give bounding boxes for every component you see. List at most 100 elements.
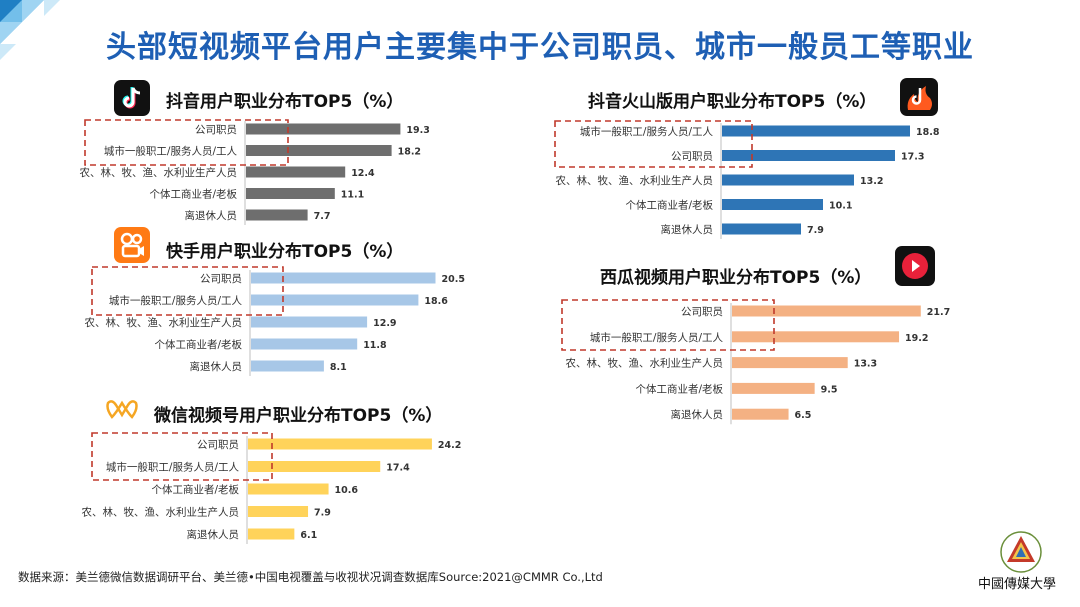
category-label: 个体工商业者/老板: [625, 199, 713, 212]
category-label: 城市一般职工/服务人员/工人: [104, 145, 238, 158]
value-label: 19.2: [905, 333, 928, 344]
category-label: 城市一般职工/服务人员/工人: [580, 125, 714, 138]
category-label: 离退休人员: [190, 360, 243, 373]
value-label: 20.5: [442, 274, 465, 285]
chart-panel-xigua: 西瓜视频用户职业分布TOP5（%） 公司职员 21.7 城市一般职工/服务人员/工人…: [540, 246, 1080, 426]
highlight-box: [554, 120, 753, 168]
bar: [251, 316, 368, 328]
value-label: 6.5: [795, 410, 812, 421]
bar: [248, 506, 309, 517]
value-label: 9.5: [821, 384, 838, 395]
weixin-channels-icon: [104, 393, 140, 429]
highlight-box: [91, 432, 273, 481]
chart-title: 微信视频号用户职业分布TOP5（%）: [154, 406, 443, 426]
chart-title: 抖音火山版用户职业分布TOP5（%）: [588, 92, 877, 112]
bar: [248, 438, 432, 450]
bar: [722, 125, 910, 137]
category-label: 农、林、牧、渔、水利业生产人员: [80, 166, 238, 179]
category-label: 城市一般职工/服务人员/工人: [109, 294, 243, 307]
bar: [732, 408, 789, 420]
chart-xigua: 公司职员 21.7 城市一般职工/服务人员/工人 19.2 农、林、牧、渔、水利业生产人…: [561, 299, 950, 425]
bar: [246, 145, 392, 156]
value-label: 24.2: [438, 440, 461, 451]
highlight-box: [84, 119, 289, 166]
bar: [722, 150, 895, 161]
category-label: 公司职员: [681, 306, 723, 318]
bar: [246, 188, 335, 199]
chart-kuaishou: 公司职员 20.5 城市一般职工/服务人员/工人 18.6 农、林、牧、渔、水利业生产人…: [85, 266, 465, 376]
bar: [246, 123, 401, 135]
bar: [732, 357, 848, 369]
bar: [722, 223, 801, 235]
value-label: 7.9: [807, 225, 824, 236]
value-label: 7.7: [314, 211, 331, 222]
category-label: 公司职员: [671, 151, 713, 163]
bar: [251, 338, 358, 350]
university-logo-text: 中國傳媒大學: [978, 577, 1057, 592]
value-label: 21.7: [927, 307, 950, 318]
chart-panel-douyin: 抖音用户职业分布TOP5（%） 公司职员 19.3 城市一般职工/服务人员/工人 18…: [0, 72, 540, 232]
data-source-footer: 数据来源：美兰德微信数据调研平台、美兰德•中国电视覆盖与收视状况调查数据库Sou…: [18, 570, 603, 584]
xigua-icon: [895, 246, 935, 286]
chart-panel-kuaishou: 快手用户职业分布TOP5（%） 公司职员 20.5 城市一般职工/服务人员/工人 18…: [0, 222, 540, 382]
chart-weixin: 公司职员 24.2 城市一般职工/服务人员/工人 17.4 个体工商业者/老板 10.6 农…: [82, 432, 461, 544]
value-label: 12.9: [373, 318, 396, 329]
value-label: 17.3: [901, 152, 924, 163]
value-label: 13.3: [854, 359, 877, 370]
value-label: 8.1: [330, 362, 347, 373]
bar: [732, 305, 921, 317]
value-label: 10.6: [335, 485, 359, 496]
category-label: 城市一般职工/服务人员/工人: [590, 331, 724, 344]
category-label: 农、林、牧、渔、水利业生产人员: [82, 506, 240, 519]
page-title: 头部短视频平台用户主要集中于公司职员、城市一般员工等职业: [106, 30, 974, 65]
bar: [251, 294, 419, 306]
chart-title: 西瓜视频用户职业分布TOP5（%）: [600, 268, 872, 288]
chart-panel-weixin: 微信视频号用户职业分布TOP5（%） 公司职员 24.2 城市一般职工/服务人员/工…: [0, 388, 540, 548]
value-label: 18.2: [398, 147, 421, 158]
bar: [248, 461, 381, 472]
category-label: 公司职员: [200, 273, 242, 285]
category-label: 个体工商业者/老板: [154, 338, 242, 351]
kuaishou-icon: [114, 227, 150, 263]
value-label: 18.6: [424, 296, 448, 307]
category-label: 公司职员: [197, 439, 239, 451]
chart-title: 快手用户职业分布TOP5（%）: [166, 242, 404, 262]
value-label: 17.4: [386, 463, 410, 474]
value-label: 19.3: [406, 125, 429, 136]
chart-huoshan: 城市一般职工/服务人员/工人 18.8 公司职员 17.3 农、林、牧、渔、水利业生产人…: [554, 120, 940, 239]
category-label: 农、林、牧、渔、水利业生产人员: [85, 316, 243, 329]
bar: [251, 272, 436, 284]
value-label: 13.2: [860, 176, 883, 187]
university-seal-icon: [1000, 531, 1042, 573]
bar: [248, 528, 295, 540]
bar: [722, 199, 823, 210]
category-label: 离退休人员: [671, 408, 724, 421]
bar: [246, 209, 308, 221]
category-label: 公司职员: [195, 124, 237, 136]
chart-douyin: 公司职员 19.3 城市一般职工/服务人员/工人 18.2 农、林、牧、渔、水利业生产人…: [80, 119, 430, 225]
value-label: 6.1: [300, 530, 317, 541]
value-label: 10.1: [829, 201, 852, 212]
category-label: 个体工商业者/老板: [149, 188, 237, 201]
category-label: 农、林、牧、渔、水利业生产人员: [566, 357, 724, 370]
chart-panel-huoshan: 抖音火山版用户职业分布TOP5（%） 城市一般职工/服务人员/工人 18.8 公司职…: [540, 72, 1080, 242]
category-label: 离退休人员: [185, 209, 238, 222]
bar: [251, 360, 324, 372]
bar: [722, 174, 854, 186]
chart-title: 抖音用户职业分布TOP5（%）: [166, 92, 404, 112]
corner-decoration: [0, 0, 60, 60]
highlight-box: [561, 299, 775, 351]
huoshan-icon: [900, 78, 938, 116]
value-label: 11.8: [363, 340, 387, 351]
value-label: 7.9: [314, 508, 331, 519]
douyin-icon: [114, 80, 150, 116]
category-label: 个体工商业者/老板: [635, 382, 723, 395]
highlight-box: [91, 266, 284, 316]
bar: [732, 331, 900, 343]
category-label: 个体工商业者/老板: [151, 483, 239, 496]
category-label: 离退休人员: [661, 223, 714, 236]
category-label: 离退休人员: [187, 528, 240, 541]
value-label: 18.8: [916, 127, 940, 138]
value-label: 11.1: [341, 190, 364, 201]
value-label: 12.4: [351, 168, 375, 179]
